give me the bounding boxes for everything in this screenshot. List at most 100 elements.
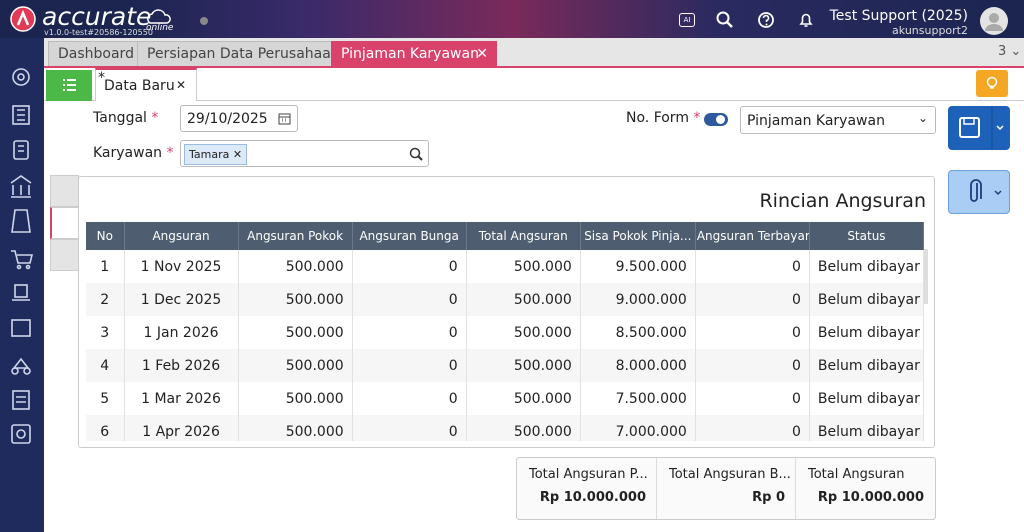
attach-button[interactable] xyxy=(948,170,1010,214)
table-cell: 0 xyxy=(695,382,810,415)
toggle[interactable] xyxy=(704,113,728,126)
form-select[interactable]: Pinjaman Karyawan ⌄ xyxy=(740,106,936,134)
status-dot xyxy=(200,17,208,25)
table-cell: 7.500.000 xyxy=(580,382,696,415)
column-header[interactable]: Angsuran Bunga xyxy=(352,222,467,250)
logo-sub: online xyxy=(146,23,174,33)
divider xyxy=(44,100,1024,101)
field-label: Tanggal * xyxy=(93,110,158,126)
date-value: 29/10/2025 xyxy=(187,111,268,127)
doc-tab[interactable]: * Data Baru ✕ xyxy=(95,68,197,101)
table-cell: 500.000 xyxy=(238,382,353,415)
table-cell: 1 Jan 2026 xyxy=(124,316,239,349)
table-cell: 0 xyxy=(695,349,810,382)
doc-tab-close[interactable]: ✕ xyxy=(176,78,187,92)
doc-tab-title: Data Baru xyxy=(104,78,175,94)
table-cell: 5 xyxy=(86,382,125,415)
table-cell: 7.000.000 xyxy=(580,415,696,441)
installment-panel: Rincian Angsuran No Angsuran Angsuran Poko… xyxy=(78,176,935,448)
column-header[interactable]: Status xyxy=(809,222,925,250)
help-button[interactable] xyxy=(757,11,775,29)
search-icon[interactable] xyxy=(409,147,423,161)
required-mark: * xyxy=(166,145,174,161)
search-button[interactable] xyxy=(716,11,734,29)
tab-bar: Dashboard Persiapan Data Perusahaan Pinj… xyxy=(44,38,1024,68)
required-mark: * xyxy=(693,110,701,126)
table-cell: 1 Dec 2025 xyxy=(124,283,239,316)
tab-count[interactable]: 3 ⌄ xyxy=(998,44,1022,59)
summary-label: Total Angsuran B... xyxy=(669,467,791,482)
table-cell: Belum dibayar xyxy=(809,415,925,441)
table-cell: 500.000 xyxy=(466,250,581,283)
field-label: No. Form * xyxy=(626,110,700,126)
ai-button[interactable]: AI xyxy=(679,13,695,27)
notification-button[interactable] xyxy=(797,11,815,29)
list-button[interactable] xyxy=(46,70,92,101)
table-cell: 500.000 xyxy=(466,415,581,441)
tab-active[interactable]: Pinjaman Karyawan ✕ xyxy=(331,41,497,66)
summary-box: Total Angsuran P... Rp 10.000.000 Total An… xyxy=(516,457,936,520)
table-cell: 9.500.000 xyxy=(580,250,696,283)
column-header[interactable]: Total Angsuran xyxy=(466,222,581,250)
required-mark: * xyxy=(151,110,159,126)
tag-remove[interactable]: ✕ xyxy=(232,148,243,161)
employee-input[interactable]: Tamara ✕ xyxy=(180,140,429,167)
table-cell: 0 xyxy=(352,250,467,283)
summary-column: Total Angsuran P... Rp 10.000.000 xyxy=(517,458,656,519)
label-text: Karyawan xyxy=(93,145,163,161)
sidebar-icons[interactable] xyxy=(0,38,44,478)
table-cell: 500.000 xyxy=(238,250,353,283)
table-cell: 9.000.000 xyxy=(580,283,696,316)
column-header[interactable]: Angsuran Pokok xyxy=(238,222,353,250)
modified-mark: * xyxy=(98,70,105,86)
avatar[interactable] xyxy=(980,7,1008,35)
table-cell: Belum dibayar xyxy=(809,349,925,382)
table-cell: Belum dibayar xyxy=(809,283,925,316)
table-cell: 1 Mar 2026 xyxy=(124,382,239,415)
tab[interactable]: Persiapan Data Perusahaan xyxy=(137,41,350,66)
table-cell: 0 xyxy=(695,316,810,349)
employee-tag: Tamara ✕ xyxy=(184,144,248,165)
side-tab[interactable] xyxy=(50,175,79,207)
sidebar xyxy=(0,38,44,532)
column-header[interactable]: Angsuran Terbayar xyxy=(695,222,810,250)
side-tab-active[interactable] xyxy=(50,207,81,239)
save-button[interactable] xyxy=(948,106,1010,150)
column-header[interactable]: Sisa Pokok Pinja... xyxy=(580,222,696,250)
field-label: Karyawan * xyxy=(93,145,174,161)
top-bar: accurate online v1.0.0-test#20586-120550… xyxy=(0,0,1024,38)
table-cell: 1 Apr 2026 xyxy=(124,415,239,441)
table-cell: 1 xyxy=(86,250,125,283)
tab-close[interactable]: ✕ xyxy=(476,46,488,62)
side-tab[interactable] xyxy=(50,239,79,271)
summary-column: Total Angsuran Rp 10.000.000 xyxy=(795,458,934,519)
date-input[interactable]: 29/10/2025 xyxy=(180,105,298,132)
logo-icon xyxy=(10,6,36,32)
table-cell: 1 Nov 2025 xyxy=(124,250,239,283)
table-cell: 0 xyxy=(352,283,467,316)
table-cell: 500.000 xyxy=(238,283,353,316)
user-id: akunsupport2 xyxy=(892,24,968,37)
tab[interactable]: Dashboard xyxy=(48,41,144,66)
table-cell: 8.000.000 xyxy=(580,349,696,382)
label-text: Tanggal xyxy=(93,110,147,126)
user-name[interactable]: Test Support (2025) xyxy=(829,8,968,24)
version: v1.0.0-test#20586-120550 xyxy=(44,28,153,37)
logo-text: accurate xyxy=(42,2,152,31)
scrollbar[interactable] xyxy=(924,249,928,304)
column-header[interactable]: No xyxy=(86,222,125,250)
summary-label: Total Angsuran P... xyxy=(529,467,648,482)
tips-button[interactable] xyxy=(976,70,1008,97)
panel-title: Rincian Angsuran xyxy=(759,190,926,212)
label-text: No. Form xyxy=(626,110,689,126)
table-cell: 0 xyxy=(352,382,467,415)
column-header[interactable]: Angsuran xyxy=(124,222,239,250)
table-cell: 0 xyxy=(695,415,810,441)
